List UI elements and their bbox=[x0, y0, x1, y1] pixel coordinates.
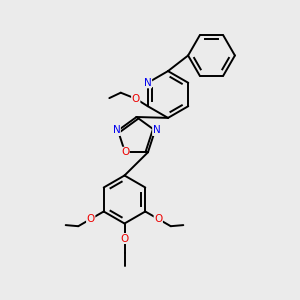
Text: O: O bbox=[132, 94, 140, 104]
Text: O: O bbox=[154, 214, 162, 224]
Text: O: O bbox=[121, 147, 129, 157]
Text: N: N bbox=[112, 125, 120, 136]
Text: N: N bbox=[144, 78, 152, 88]
Text: N: N bbox=[153, 125, 160, 136]
Text: O: O bbox=[120, 233, 129, 244]
Text: O: O bbox=[87, 214, 95, 224]
